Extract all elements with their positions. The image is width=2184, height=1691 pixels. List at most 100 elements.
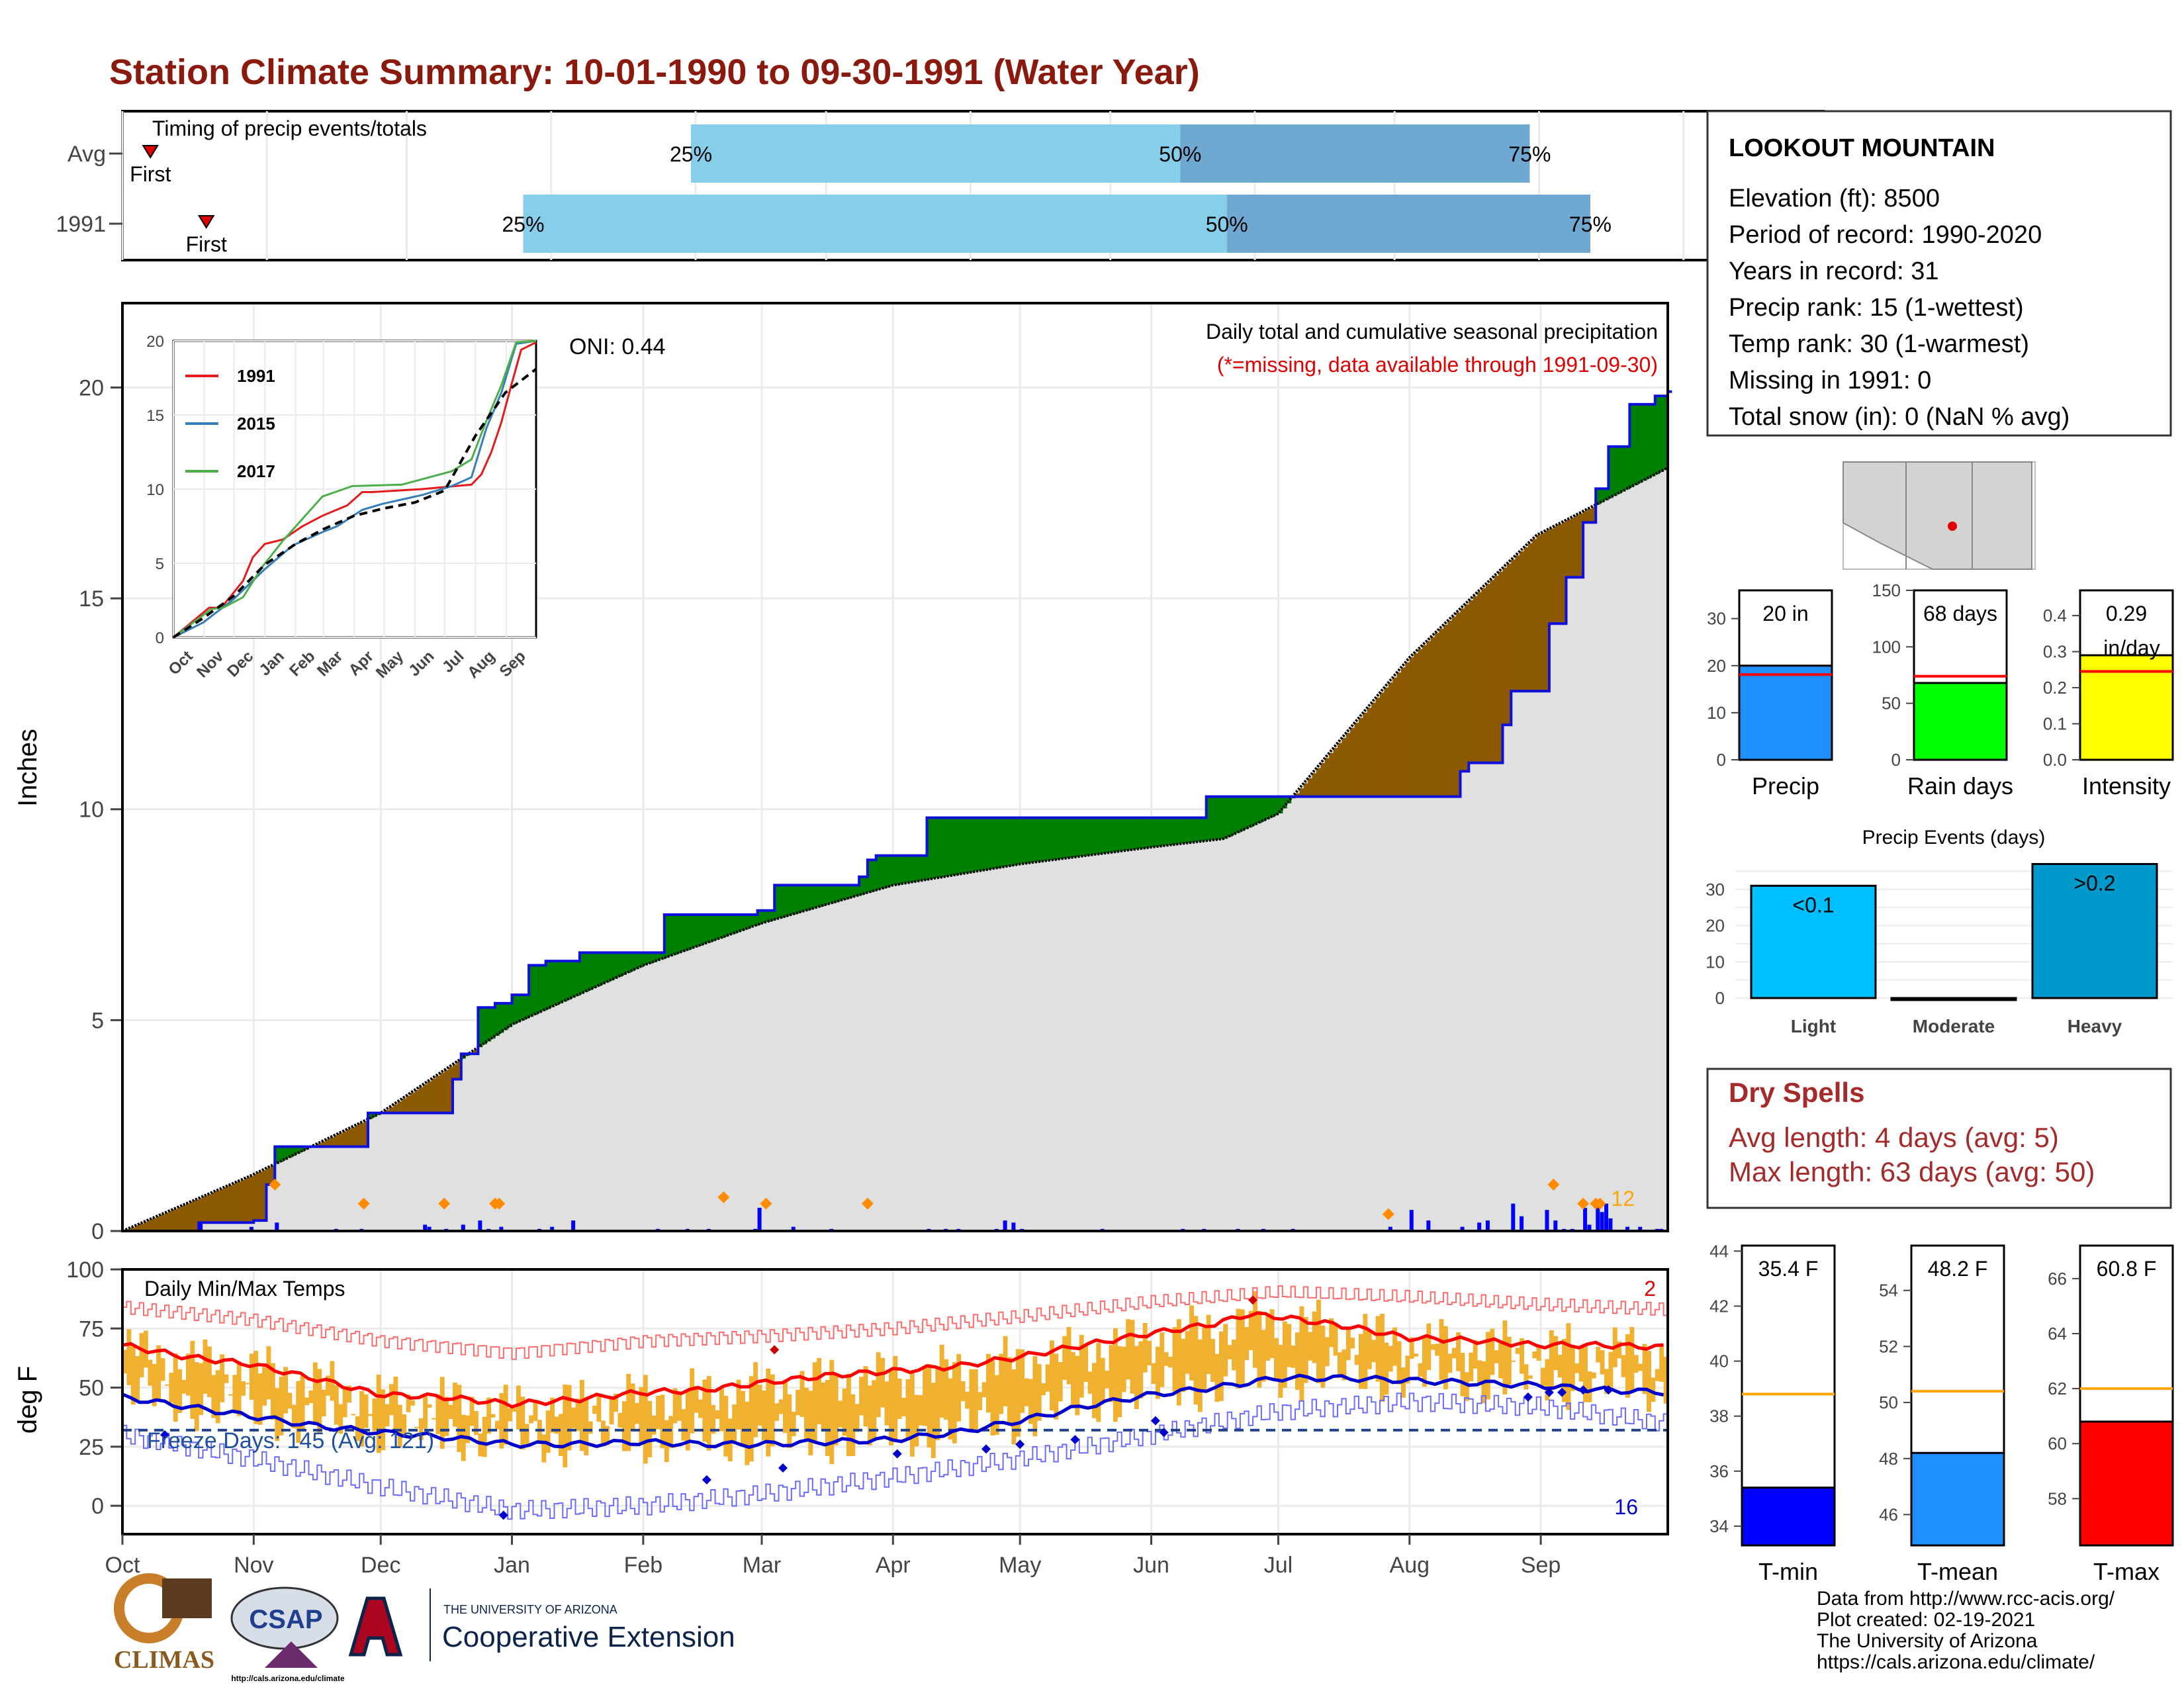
daily-temp-range-bar [177, 1369, 183, 1414]
cumulative-difference-segment [1168, 817, 1173, 846]
cumulative-difference-segment [796, 885, 801, 913]
cumulative-difference-segment [1189, 817, 1195, 843]
daily-temp-range-bar [423, 1394, 428, 1429]
cumulative-difference-segment [588, 952, 593, 990]
daily-temp-range-bar [690, 1368, 695, 1434]
cumulative-difference-segment [973, 817, 978, 872]
ua-big-text: Cooperative Extension [442, 1621, 735, 1653]
cumulative-difference-segment [199, 1198, 204, 1223]
cumulative-difference-segment [660, 952, 665, 960]
cumulative-difference-segment [1066, 817, 1071, 858]
cumulative-difference-segment [334, 1135, 339, 1147]
summary-ytick-label: 50 [1879, 1393, 1898, 1412]
daily-temp-range-bar [1345, 1327, 1351, 1361]
cumulative-difference-segment [266, 1167, 271, 1185]
cumulative-difference-segment [1036, 817, 1042, 862]
cumulative-difference-segment [1617, 446, 1622, 494]
summary-ytick-label: 42 [1709, 1296, 1729, 1316]
cumulative-difference-segment [554, 961, 559, 1005]
daily-temp-range-bar [888, 1371, 893, 1446]
cumulative-difference-segment [389, 1107, 394, 1113]
summary-bar-t-min: 34 36 38 40 42 44 35.4 F T-min [1709, 1241, 1836, 1585]
daily-temp-range-bar [363, 1394, 369, 1428]
cumulative-difference-segment [1202, 817, 1207, 842]
daily-temp-range-bar [1036, 1364, 1042, 1421]
events-ytick-label: 30 [1706, 880, 1725, 899]
cumulative-difference-segment [571, 961, 576, 998]
cumulative-difference-segment [529, 965, 534, 1017]
summary-bar-label: T-mean [1917, 1558, 1998, 1585]
cumulative-difference-segment [164, 1212, 169, 1231]
cumulative-difference-segment [782, 885, 788, 917]
daily-temp-range-bar [1600, 1350, 1605, 1375]
cumulative-difference-segment [952, 817, 957, 876]
daily-temp-range-bar [1024, 1378, 1029, 1406]
summary-ytick-label: 0.4 [2043, 606, 2067, 625]
daily-temp-range-bar [164, 1384, 169, 1386]
station-name: LOOKOUT MOUNTAIN [1729, 134, 1995, 162]
cumulative-difference-segment [948, 817, 953, 876]
daily-temp-range-bar [1032, 1356, 1038, 1437]
daily-temp-range-bar [935, 1369, 940, 1441]
cumulative-difference-segment [1142, 817, 1148, 848]
cumulative-difference-segment [249, 1176, 254, 1223]
summary-ytick-label: 30 [1707, 609, 1726, 629]
daily-temp-range-bar [1066, 1326, 1071, 1385]
cumulative-difference-segment [211, 1193, 216, 1223]
avg-max-line [122, 1311, 1664, 1409]
cumulative-difference-segment [1193, 817, 1199, 843]
daily-temp-range-bar [952, 1362, 957, 1443]
daily-temp-range-bar [1324, 1337, 1330, 1367]
dry-spells-title: Dry Spells [1729, 1077, 1864, 1108]
first-event-label: First [130, 162, 171, 186]
daily-temp-range-bar [761, 1390, 766, 1441]
summary-ytick-label: 38 [1709, 1406, 1729, 1426]
daily-temp-range-bar [681, 1409, 686, 1441]
daily-temp-range-bar [359, 1391, 365, 1447]
summary-ytick-label: 50 [1882, 694, 1901, 713]
cumulative-difference-segment [719, 915, 725, 938]
daily-temp-range-bar [537, 1420, 542, 1444]
cumulative-difference-segment [228, 1185, 233, 1223]
cumulative-difference-segment [1541, 533, 1546, 692]
cumulative-difference-segment [727, 915, 733, 935]
precip-event-marker [493, 1197, 506, 1210]
cumulative-difference-segment [651, 952, 657, 962]
cumulative-difference-segment [1524, 547, 1529, 692]
cumulative-difference-segment [253, 1174, 259, 1221]
daily-temp-range-bar [473, 1411, 478, 1436]
cumulative-difference-segment [1426, 641, 1432, 797]
cumulative-difference-segment [914, 855, 919, 882]
dry-spells-frame [1706, 1068, 2172, 1209]
daily-temp-range-bar [639, 1387, 644, 1443]
cumulative-difference-segment [647, 952, 653, 964]
daily-temp-range-bar [211, 1375, 216, 1418]
daily-temp-range-bar [1375, 1316, 1381, 1382]
daily-temp-range-bar [393, 1377, 398, 1431]
daily-temp-range-bar [994, 1375, 999, 1435]
cumulative-difference-segment [600, 952, 606, 985]
cumulative-difference-segment [330, 1137, 335, 1147]
daily-temp-range-bar [1422, 1336, 1427, 1387]
cumulative-difference-segment [1312, 773, 1317, 797]
record-low-marker [1604, 1385, 1614, 1395]
daily-temp-range-bar [1354, 1355, 1359, 1365]
cumulative-difference-segment [990, 817, 995, 870]
daily-temp-range-bar [817, 1357, 822, 1425]
daily-temp-range-bar [279, 1376, 284, 1436]
daily-temp-range-bar [1091, 1363, 1097, 1418]
daily-temp-range-bar [965, 1391, 970, 1409]
month-tick-label: Jan [494, 1553, 530, 1578]
daily-temp-range-bar [414, 1426, 420, 1428]
daily-temp-range-bar [727, 1418, 733, 1461]
precip-event-marker [1594, 1197, 1606, 1210]
cumulative-difference-segment [1451, 616, 1457, 797]
summary-value-unit: in/day [2103, 636, 2160, 660]
cumulative-difference-segment [859, 876, 864, 895]
daily-temp-range-bar [1435, 1344, 1440, 1356]
cumulative-difference-segment [829, 885, 835, 904]
university-logo: THE UNIVERSITY OF ARIZONA Cooperative Ext… [348, 1588, 735, 1661]
daily-temp-range-bar [592, 1405, 597, 1414]
cumulative-difference-segment [1028, 817, 1034, 863]
